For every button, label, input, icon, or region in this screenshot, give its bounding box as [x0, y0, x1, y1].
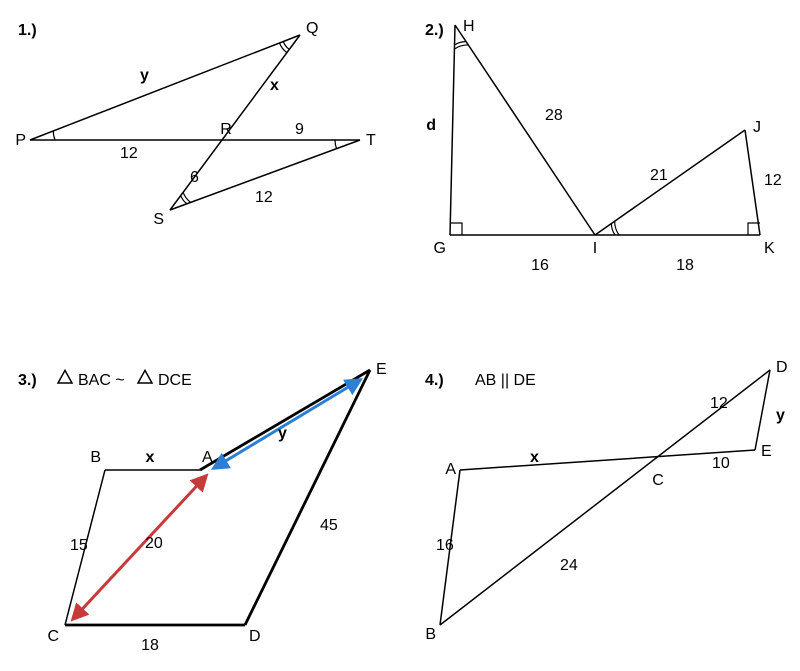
svg-text:x: x — [270, 77, 279, 94]
svg-text:21: 21 — [650, 167, 668, 184]
svg-text:12: 12 — [764, 172, 782, 189]
svg-text:15: 15 — [70, 537, 88, 554]
svg-text:R: R — [220, 121, 232, 138]
svg-text:18: 18 — [676, 257, 694, 274]
svg-text:12: 12 — [255, 189, 273, 206]
svg-text:18: 18 — [141, 637, 159, 654]
svg-text:y: y — [776, 407, 785, 424]
svg-text:J: J — [753, 119, 761, 136]
svg-text:3.): 3.) — [18, 372, 37, 389]
geometry-worksheet: 1.)PQRTSyx1296122.)HGIKJd28211216183.)BA… — [0, 0, 800, 671]
svg-text:16: 16 — [436, 537, 454, 554]
svg-text:4.): 4.) — [425, 372, 444, 389]
svg-text:BAC ~: BAC ~ — [78, 372, 125, 389]
svg-text:6: 6 — [190, 169, 199, 186]
svg-text:2.): 2.) — [425, 22, 444, 39]
svg-text:A: A — [202, 449, 213, 466]
svg-text:P: P — [15, 132, 26, 149]
svg-text:C: C — [652, 472, 664, 489]
svg-text:E: E — [376, 361, 387, 378]
svg-text:S: S — [153, 211, 164, 228]
svg-text:12: 12 — [710, 395, 728, 412]
svg-text:y: y — [140, 67, 149, 84]
svg-text:1.): 1.) — [18, 22, 37, 39]
svg-text:AB || DE: AB || DE — [475, 372, 536, 389]
svg-text:y: y — [278, 425, 287, 442]
svg-text:Q: Q — [306, 20, 318, 37]
svg-text:H: H — [463, 18, 475, 35]
svg-text:28: 28 — [545, 107, 563, 124]
svg-text:x: x — [530, 449, 539, 466]
svg-text:D: D — [776, 359, 788, 376]
svg-text:C: C — [47, 628, 59, 645]
svg-text:24: 24 — [560, 557, 578, 574]
svg-text:10: 10 — [712, 455, 730, 472]
svg-text:B: B — [90, 449, 101, 466]
svg-text:16: 16 — [531, 257, 549, 274]
svg-text:45: 45 — [320, 517, 338, 534]
svg-text:DCE: DCE — [158, 372, 192, 389]
svg-text:d: d — [426, 117, 436, 134]
svg-text:T: T — [366, 132, 376, 149]
svg-text:12: 12 — [120, 145, 138, 162]
svg-text:K: K — [764, 240, 775, 257]
svg-text:x: x — [146, 449, 155, 466]
svg-text:9: 9 — [295, 121, 304, 138]
svg-text:A: A — [445, 461, 456, 478]
svg-text:B: B — [425, 626, 436, 643]
svg-text:D: D — [249, 628, 261, 645]
svg-text:I: I — [593, 240, 597, 257]
svg-text:E: E — [761, 443, 772, 460]
svg-text:G: G — [434, 240, 446, 257]
svg-text:20: 20 — [145, 535, 163, 552]
